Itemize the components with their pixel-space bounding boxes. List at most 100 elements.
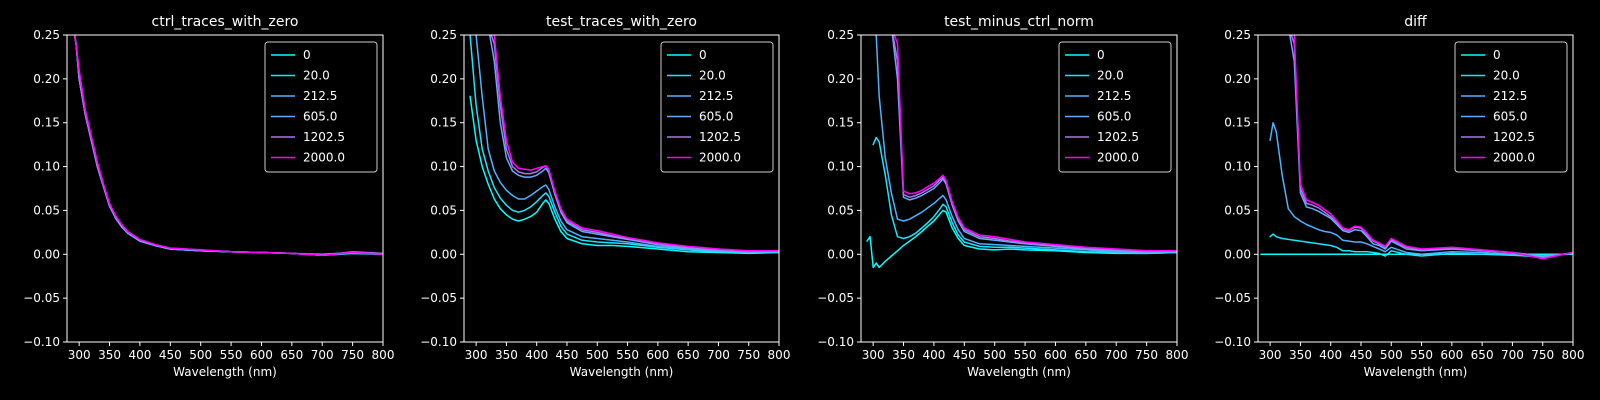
plot-frame (1257, 34, 1574, 343)
y-tick-label: 0.20 (1224, 72, 1251, 86)
x-tick-label: 500 (983, 348, 1006, 362)
legend-entry-label: 2000.0 (699, 151, 741, 165)
x-tick-label: 350 (495, 348, 518, 362)
legend: 0 20.0 212.5 605.0 1202.5 2000.0 (660, 41, 774, 173)
legend-entry-label: 0 (699, 48, 707, 62)
y-tick-label: 0.15 (430, 116, 457, 130)
x-tick-label: 600 (1440, 348, 1463, 362)
series-line-20.0 (872, 136, 1177, 255)
y-tick-label: 0.20 (33, 72, 60, 86)
y-tick-label: 0.10 (827, 160, 854, 174)
legend-entry-label: 212.5 (303, 89, 337, 103)
x-tick-label: 450 (159, 348, 182, 362)
plot-frame (463, 34, 780, 343)
y-tick-label: 0.10 (33, 160, 60, 174)
y-tick-label: 0.25 (33, 28, 60, 42)
x-tick-label: 700 (311, 348, 334, 362)
y-tick-label: 0.05 (33, 203, 60, 217)
x-tick-label: 800 (1562, 348, 1585, 362)
legend-entry-label: 2000.0 (1097, 151, 1139, 165)
x-tick-label: 300 (465, 348, 488, 362)
x-tick-label: 300 (68, 348, 91, 362)
x-tick-label: 350 (1289, 348, 1312, 362)
legend-entry-label: 0 (1097, 48, 1105, 62)
series-line-2000.0 (1293, 35, 1573, 260)
x-tick-label: 500 (189, 348, 212, 362)
x-tick-label: 700 (707, 348, 730, 362)
legend-box (1454, 41, 1568, 173)
x-axis-label: Wavelength (nm) (967, 365, 1071, 379)
legend: 0 20.0 212.5 605.0 1202.5 2000.0 (1454, 41, 1568, 173)
y-tick-label: 0.00 (827, 247, 854, 261)
x-axis-label: Wavelength (nm) (570, 365, 674, 379)
plot-area (866, 35, 1177, 269)
y-tick-label: −0.10 (23, 335, 60, 349)
series-line-605.0 (1289, 35, 1573, 257)
y-tick-label: −0.05 (1214, 291, 1251, 305)
x-tick-label: 650 (1074, 348, 1097, 362)
x-tick-label: 500 (586, 348, 609, 362)
chart-title: diff (1404, 14, 1427, 30)
x-tick-label: 750 (737, 348, 760, 362)
y-tick-label: 0.25 (827, 28, 854, 42)
legend-entry-label: 20.0 (303, 69, 330, 83)
y-tick-label: 0.05 (430, 203, 457, 217)
legend-entry-label: 212.5 (1097, 89, 1131, 103)
series-line-2000.0 (493, 35, 779, 252)
legend-entry-label: 1202.5 (1493, 130, 1535, 144)
series-line-20.0 (1269, 233, 1573, 258)
legend-entry-label: 0 (1493, 48, 1501, 62)
x-tick-label: 550 (1014, 348, 1037, 362)
x-tick-label: 550 (1410, 348, 1433, 362)
series-line-0 (866, 209, 1177, 269)
y-tick-label: 0.05 (827, 203, 854, 217)
y-tick-label: 0.10 (1224, 160, 1251, 174)
x-tick-label: 750 (341, 348, 364, 362)
legend-box (1058, 41, 1172, 173)
legend-box (264, 41, 378, 173)
legend-entry-label: 212.5 (1493, 89, 1527, 103)
series-line-20.0 (469, 35, 779, 254)
chart-panel-4: diff 300 350 400 450 500 550 600 650 700 750 800 −0.… (1214, 14, 1584, 379)
x-axis-label: Wavelength (nm) (1364, 365, 1468, 379)
legend: 0 20.0 212.5 605.0 1202.5 2000.0 (1058, 41, 1172, 173)
y-tick-label: −0.10 (817, 335, 854, 349)
x-tick-label: 350 (98, 348, 121, 362)
legend-entry-label: 0 (303, 48, 311, 62)
x-tick-label: 800 (372, 348, 395, 362)
x-tick-label: 750 (1135, 348, 1158, 362)
chart-title: ctrl_traces_with_zero (152, 14, 299, 30)
legend-entry-label: 20.0 (699, 69, 726, 83)
x-tick-label: 700 (1105, 348, 1128, 362)
legend-entry-label: 605.0 (699, 110, 733, 124)
legend-entry-label: 2000.0 (303, 151, 345, 165)
chart-title: test_traces_with_zero (546, 14, 697, 30)
x-tick-label: 450 (556, 348, 579, 362)
legend-entry-label: 20.0 (1097, 69, 1124, 83)
y-tick-label: −0.05 (23, 291, 60, 305)
y-tick-label: −0.05 (420, 291, 457, 305)
x-tick-label: 600 (250, 348, 273, 362)
series-line-2000.0 (73, 35, 383, 256)
legend-entry-label: 212.5 (699, 89, 733, 103)
y-tick-label: 0.25 (1224, 28, 1251, 42)
x-tick-label: 800 (768, 348, 791, 362)
x-tick-label: 300 (862, 348, 885, 362)
series-line-1202.5 (1290, 35, 1573, 259)
series-line-212.5 (875, 35, 1177, 254)
series-line-605.0 (488, 35, 779, 253)
x-tick-label: 500 (1380, 348, 1403, 362)
y-tick-label: 0.00 (33, 247, 60, 261)
x-tick-label: 700 (1501, 348, 1524, 362)
x-tick-label: 450 (953, 348, 976, 362)
y-tick-label: 0.00 (430, 247, 457, 261)
legend-entry-label: 605.0 (303, 110, 337, 124)
x-tick-label: 300 (1259, 348, 1282, 362)
y-tick-label: −0.10 (1214, 335, 1251, 349)
y-tick-label: −0.05 (817, 291, 854, 305)
x-tick-label: 350 (892, 348, 915, 362)
plot-area (469, 35, 779, 255)
y-tick-label: 0.15 (1224, 116, 1251, 130)
series-line-2000.0 (893, 35, 1177, 252)
